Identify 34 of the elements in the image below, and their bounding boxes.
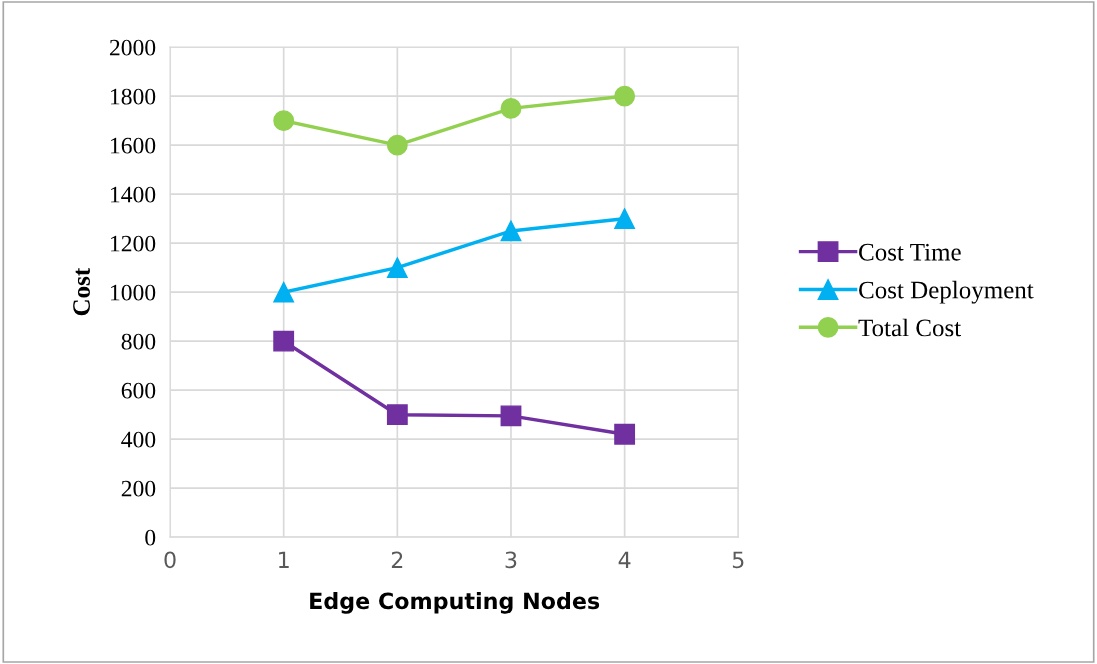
point — [500, 97, 522, 119]
y-tick-label: 1200 — [111, 235, 156, 252]
y-tick-label: 1600 — [111, 137, 156, 154]
x-tick-label: 1 — [279, 551, 289, 568]
x-axis-title: Edge Computing Nodes — [310, 592, 600, 614]
point — [386, 134, 408, 156]
y-tick-label: 600 — [121, 382, 156, 399]
point — [386, 404, 408, 426]
y-tick-label: 0 — [145, 529, 156, 546]
point — [614, 208, 636, 230]
y-axis-title: Cost — [73, 267, 90, 316]
legend-label: Total Cost — [858, 318, 962, 337]
point — [614, 85, 636, 107]
y-tick-label: 800 — [121, 333, 156, 350]
point — [273, 110, 295, 132]
x-tick-label: 5 — [732, 551, 744, 569]
x-tick-label: 4 — [618, 551, 631, 568]
point — [500, 405, 522, 427]
point — [273, 330, 295, 352]
y-tick-label: 2000 — [109, 39, 156, 56]
x-tick-label: 2 — [391, 551, 403, 568]
y-tick-label: 1400 — [111, 186, 156, 203]
legend-label: Cost Deployment — [859, 280, 1034, 304]
y-tick-label: 1000 — [111, 284, 156, 301]
point — [273, 281, 295, 303]
x-tick-label: 0 — [164, 551, 176, 569]
legend-label: Cost Time — [859, 243, 961, 261]
point — [614, 423, 636, 445]
y-tick-label: 400 — [121, 431, 156, 448]
y-tick-label: 1800 — [111, 88, 156, 105]
point — [500, 220, 522, 242]
x-tick-label: 3 — [505, 551, 517, 569]
point — [386, 257, 408, 279]
y-tick-label: 200 — [121, 480, 156, 497]
